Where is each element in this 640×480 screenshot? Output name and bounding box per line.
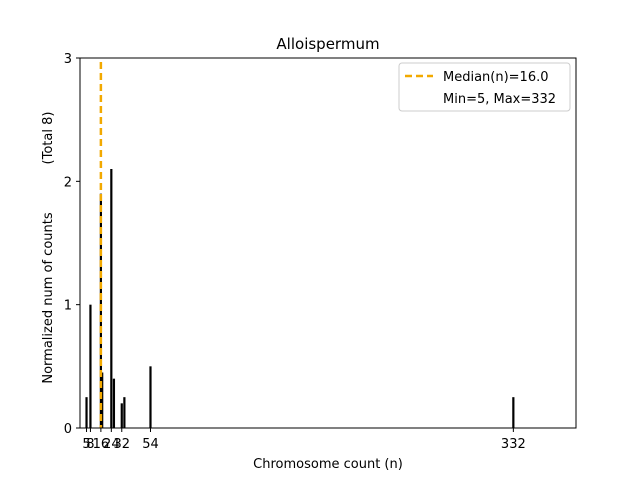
bar-5 xyxy=(112,378,116,428)
x-tick-label-24: 24 xyxy=(103,437,120,452)
chart-title: Alloispermum xyxy=(276,35,379,53)
bar-1 xyxy=(89,304,92,428)
y-ticks-group: 0 1 2 3 xyxy=(64,52,80,437)
legend: Median(n)=16.0 Min=5, Max=332 xyxy=(398,62,571,112)
legend-box xyxy=(398,62,571,112)
bar-9 xyxy=(512,397,515,428)
plot-background xyxy=(80,58,576,428)
x-tick-label-8: 8 xyxy=(86,437,94,452)
bar-6 xyxy=(120,403,123,428)
x-tick-label-54: 54 xyxy=(142,437,159,452)
legend-median-text: Median(n)=16.0 xyxy=(443,70,549,85)
bar-0 xyxy=(85,397,88,428)
y-tick-label-0: 0 xyxy=(64,422,72,437)
x-tick-label-16: 16 xyxy=(93,437,110,452)
x-tick-label-332: 332 xyxy=(501,437,526,452)
x-axis-label: Chromosome count (n) xyxy=(253,457,403,472)
bar-3 xyxy=(101,372,104,428)
bar-8 xyxy=(149,366,152,428)
x-tick-label-32: 32 xyxy=(113,437,130,452)
y-tick-label-1: 1 xyxy=(64,299,72,314)
x-tick-label-5: 5 xyxy=(82,437,90,452)
y-axis-label: Normalized num of counts xyxy=(41,212,56,383)
y-tick-label-2: 2 xyxy=(64,175,72,190)
legend-minmax-text: Min=5, Max=332 xyxy=(443,92,556,107)
y-axis-total-label: (Total 8) xyxy=(41,112,56,165)
y-tick-label-3: 3 xyxy=(64,52,72,67)
bar-7 xyxy=(123,397,126,428)
plot-frame xyxy=(79,57,577,429)
bar-4 xyxy=(110,169,113,428)
